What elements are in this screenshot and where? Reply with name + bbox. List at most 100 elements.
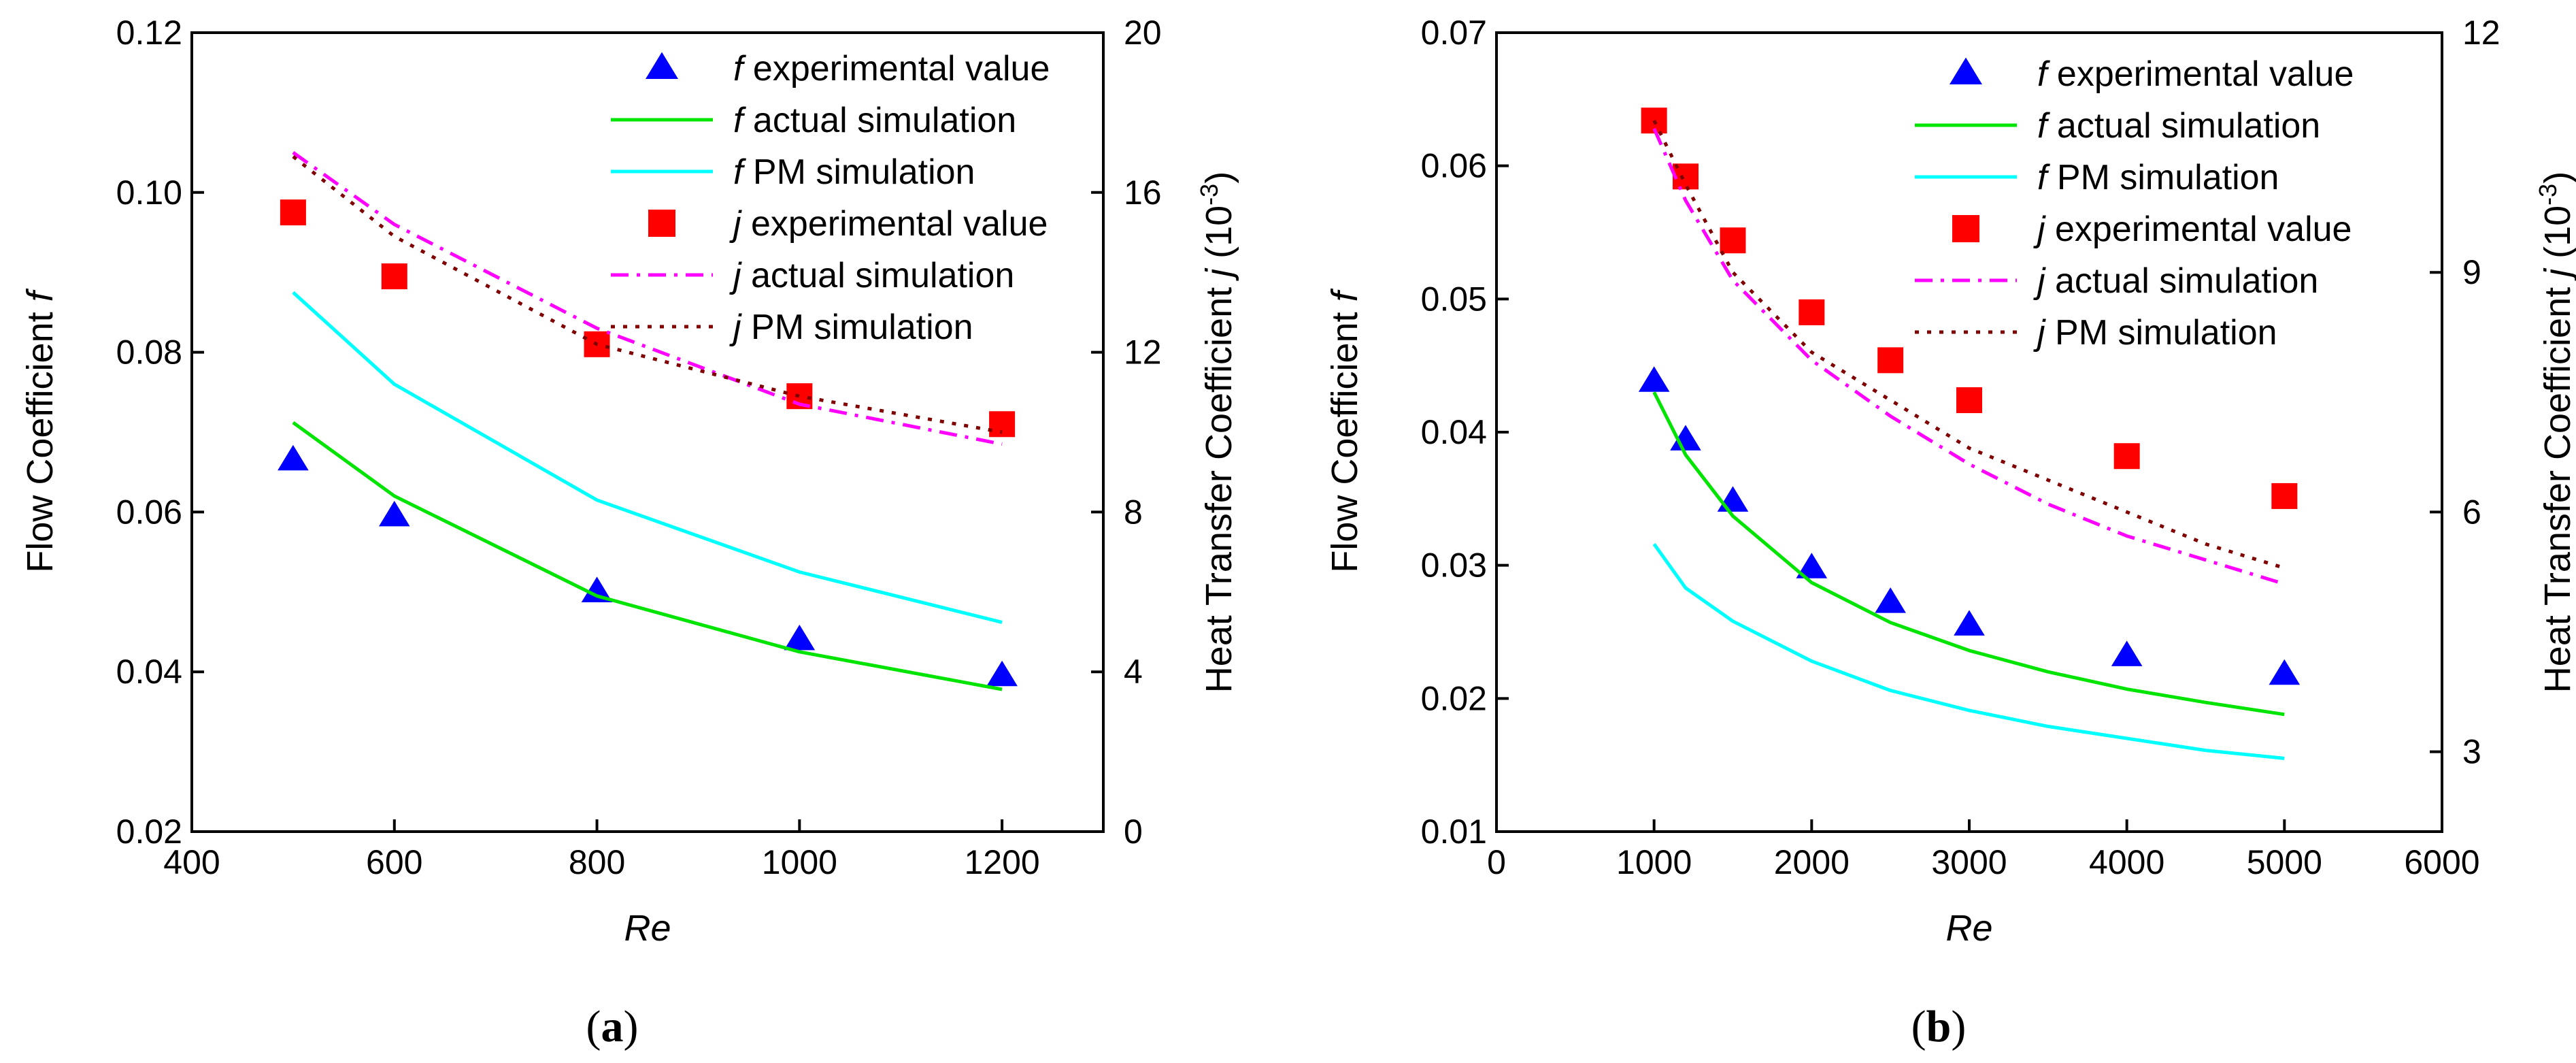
legend-marker-j_exp: [648, 210, 675, 237]
legend-marker-f_exp: [1950, 57, 1982, 84]
x-tick-label: 0: [1487, 843, 1506, 881]
y-right-tick-label: 16: [1124, 174, 1162, 212]
data-point-f_exp: [278, 444, 309, 471]
label-part: a: [601, 1002, 624, 1051]
label-part: (: [586, 1002, 601, 1051]
chart-panel-b: 0 1000 2000 3000 4000 5000 6000 0.01 0.02 0.03 0.0…: [1324, 14, 2576, 1051]
legend-label-j_pm: j PM simulation: [729, 308, 973, 347]
series-line-f_pm: [1652, 542, 2285, 760]
legend-label-f_exp: f experimental value: [2037, 54, 2354, 94]
data-point-f_exp: [784, 624, 816, 651]
y-right-tick-label: 0: [1124, 813, 1143, 851]
data-point-f_exp: [1717, 486, 1749, 512]
data-point-f_exp: [2269, 659, 2301, 685]
label-part: f: [1324, 288, 1365, 301]
data-point-j_exp: [280, 199, 306, 226]
label-part: [20, 301, 61, 312]
panel-label: (a): [586, 1002, 639, 1051]
legend-marker-f_exp: [646, 52, 678, 79]
label-part: f: [20, 288, 61, 301]
label-part: Flow Coefficient: [20, 312, 61, 572]
y-right-tick-label: 8: [1124, 493, 1143, 531]
label-part: [2537, 277, 2576, 287]
y-right-tick-label: 3: [2462, 733, 2481, 771]
label-part: [2047, 106, 2056, 146]
y-right-tick-label: 9: [2462, 253, 2481, 291]
label-part: PM simulation: [753, 152, 975, 192]
label-part: [741, 256, 751, 295]
label-part: actual simulation: [2055, 261, 2318, 301]
label-part: [2047, 54, 2056, 94]
label-part: [1199, 277, 1239, 287]
y-left-tick-label: 0.07: [1421, 14, 1487, 52]
series-line-f_act: [292, 421, 1003, 691]
label-part: j: [2033, 261, 2046, 301]
y-right-tick-label: 12: [2462, 14, 2500, 52]
data-point-j_exp: [1877, 347, 1904, 374]
series-line-j_pm: [292, 155, 1003, 434]
series-f_act: [292, 421, 1003, 691]
y-left-tick-label: 0.10: [116, 174, 182, 212]
x-tick-label: 6000: [2404, 843, 2479, 881]
label-part: (10: [2537, 206, 2576, 259]
data-point-j_exp: [1720, 227, 1746, 254]
data-point-j_exp: [2113, 443, 2140, 470]
x-tick-label: 800: [569, 843, 625, 881]
label-part: PM simulation: [2055, 313, 2277, 353]
legend-label-f_pm: f PM simulation: [2037, 158, 2279, 197]
legend-label-j_exp: j experimental value: [2033, 210, 2352, 249]
label-part: PM simulation: [751, 308, 973, 347]
legend-label-j_exp: j experimental value: [729, 204, 1048, 244]
y-right-tick-label: 6: [2462, 493, 2481, 531]
y-left-tick-label: 0.02: [1421, 679, 1487, 717]
label-part: f: [733, 152, 746, 192]
data-point-f_exp: [2111, 640, 2143, 666]
y-left-tick-label: 0.06: [116, 493, 182, 531]
series-line-f_pm: [292, 291, 1003, 624]
label-part: experimental value: [2055, 210, 2352, 249]
data-point-f_exp: [1875, 587, 1906, 613]
data-point-j_exp: [2271, 483, 2298, 509]
label-part: ): [1951, 1002, 1966, 1051]
x-tick-label: 600: [366, 843, 422, 881]
y-left-tick-label: 0.04: [116, 653, 182, 691]
data-point-f_exp: [1796, 553, 1828, 578]
panel-label: (b): [1911, 1002, 1967, 1051]
data-point-j_exp: [381, 263, 407, 290]
label-part: actual simulation: [753, 101, 1016, 140]
label-part: experimental value: [2057, 54, 2354, 94]
y-left-axis-title: Flow Coefficient f: [20, 288, 61, 572]
series-j_act: [1652, 127, 2286, 586]
label-part: ): [2537, 171, 2576, 184]
label-part: ): [1199, 171, 1239, 184]
y-left-tick-label: 0.04: [1421, 413, 1487, 451]
series-j_exp: [1641, 108, 2298, 509]
label-part: actual simulation: [751, 256, 1014, 295]
legend-label-f_act: f actual simulation: [2037, 106, 2320, 146]
series-f_pm: [292, 291, 1003, 624]
x-tick-label: 1000: [1616, 843, 1692, 881]
label-part: f: [2037, 106, 2050, 146]
y-right-axis-title: Heat Transfer Coefficient j (10-3): [2534, 171, 2576, 693]
y-left-tick-label: 0.08: [116, 333, 182, 372]
label-part: f: [2037, 54, 2050, 94]
label-part: j: [729, 256, 742, 295]
data-point-f_exp: [581, 576, 613, 602]
data-point-f_exp: [1670, 425, 1701, 451]
x-tick-label: 5000: [2247, 843, 2322, 881]
x-tick-label: 2000: [1774, 843, 1850, 881]
label-part: [2045, 210, 2055, 249]
label-part: [1199, 259, 1239, 269]
label-part: actual simulation: [2057, 106, 2320, 146]
label-part: [743, 49, 752, 88]
label-part: f: [733, 49, 746, 88]
y-left-tick-label: 0.03: [1421, 546, 1487, 585]
label-part: j: [2033, 210, 2046, 249]
x-axis-title: Re: [1945, 908, 1992, 949]
label-part: [743, 101, 752, 140]
data-point-j_exp: [1956, 387, 1982, 414]
y-right-axis-title: Heat Transfer Coefficient j (10-3): [1195, 171, 1240, 693]
label-part: j: [729, 204, 742, 244]
label-part: f: [733, 101, 746, 140]
